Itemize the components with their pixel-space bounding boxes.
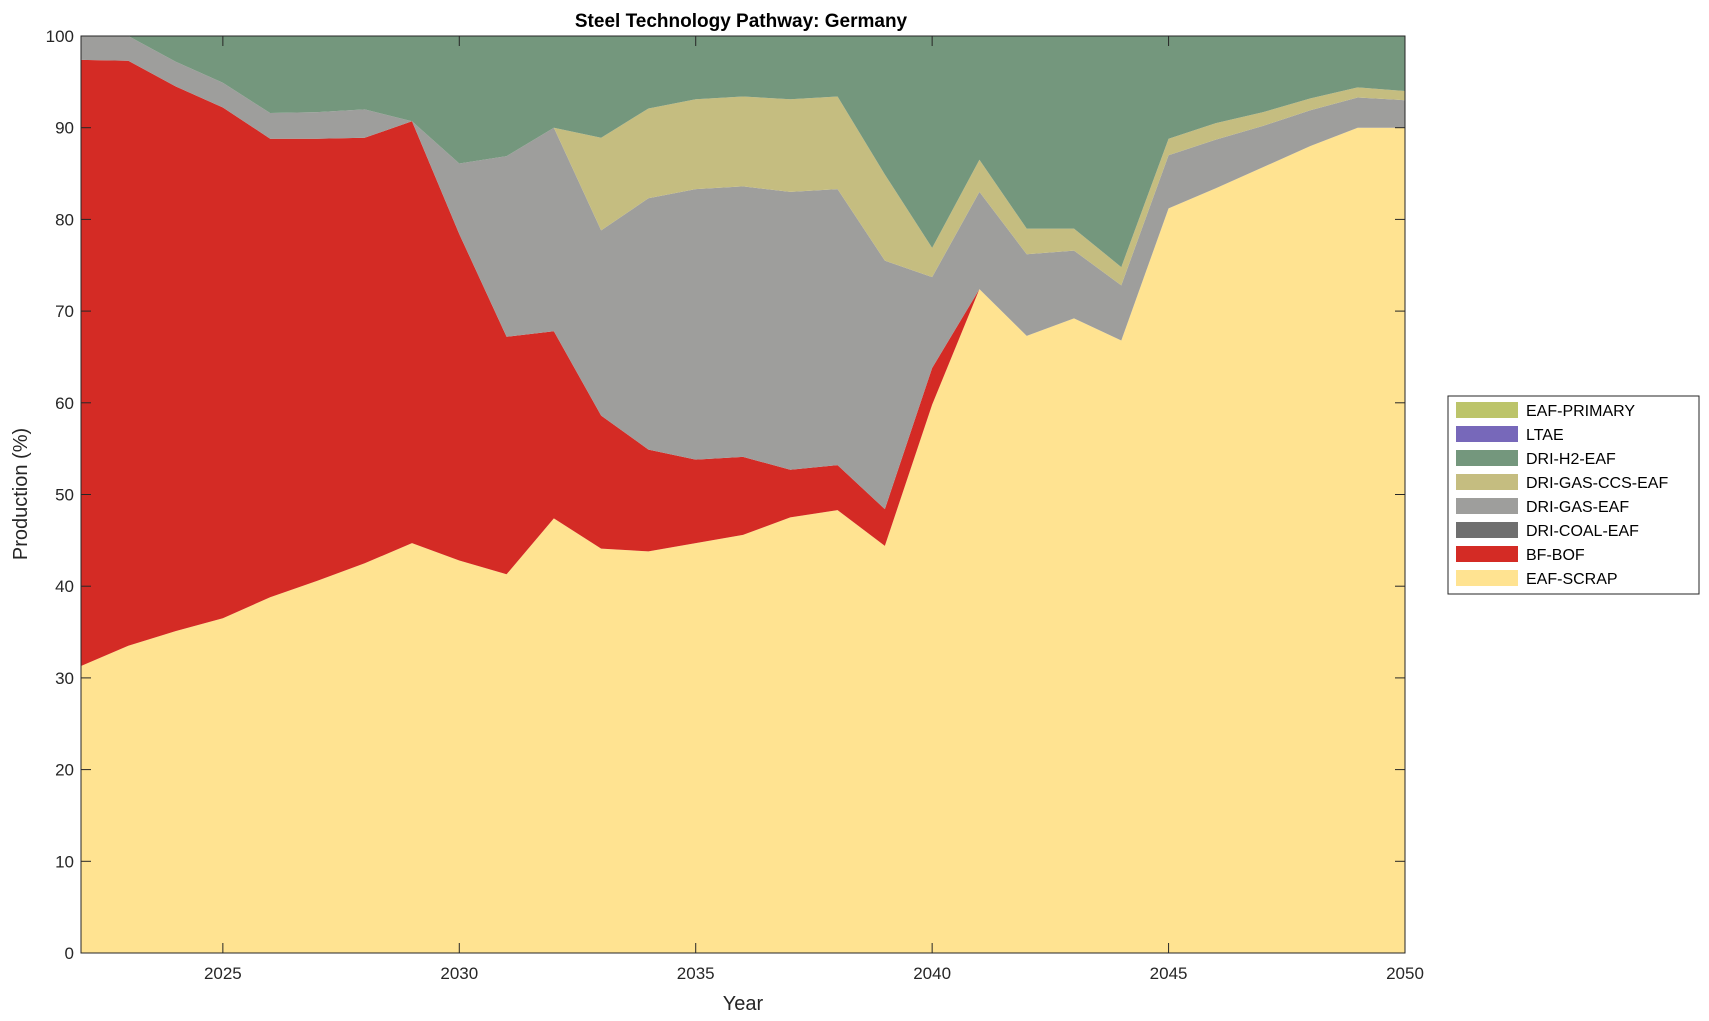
legend: EAF-PRIMARY LTAE DRI-H2-EAF DRI-GAS-CCS-EAF… xyxy=(1447,395,1700,595)
legend-box xyxy=(1447,395,1700,595)
area-dri-h2-eaf xyxy=(81,36,1405,268)
y-tick-label: 60 xyxy=(55,394,74,413)
x-tick-label: 2045 xyxy=(1150,964,1188,983)
y-axis: 0 10 20 30 40 50 60 70 80 90 100 xyxy=(46,27,1405,963)
legend-swatch-dri-coal-eaf xyxy=(1456,522,1518,538)
y-tick-label: 20 xyxy=(55,761,74,780)
legend-label-dri-gas-ccs-eaf: DRI-GAS-CCS-EAF xyxy=(1526,475,1668,492)
area-bf-bof xyxy=(81,59,1405,666)
legend-swatch-bf-bof xyxy=(1456,546,1518,562)
legend-label-eaf-scrap: EAF-SCRAP xyxy=(1526,571,1618,588)
y-tick-label: 90 xyxy=(55,119,74,138)
area-dri-gas-ccs-eaf xyxy=(81,36,1405,286)
legend-label-dri-coal-eaf: DRI-COAL-EAF xyxy=(1526,523,1639,540)
x-axis: 2025 2030 2035 2040 2045 2050 xyxy=(204,36,1424,983)
area-dri-gas-eaf xyxy=(81,36,1405,510)
x-tick-label: 2035 xyxy=(677,964,715,983)
legend-label-ltae: LTAE xyxy=(1526,427,1564,444)
chart-title: Steel Technology Pathway: Germany xyxy=(575,11,908,32)
x-tick-label: 2050 xyxy=(1386,964,1424,983)
x-tick-label: 2030 xyxy=(440,964,478,983)
legend-swatch-dri-gas-eaf xyxy=(1456,498,1518,514)
area-eaf-scrap xyxy=(81,127,1405,953)
legend-label-dri-gas-eaf: DRI-GAS-EAF xyxy=(1526,499,1629,516)
legend-swatch-dri-h2-eaf xyxy=(1456,450,1518,466)
x-tick-label: 2040 xyxy=(913,964,951,983)
y-tick-label: 50 xyxy=(55,486,74,505)
x-tick-label: 2025 xyxy=(204,964,242,983)
y-tick-label: 70 xyxy=(55,302,74,321)
y-axis-label: Production (%) xyxy=(10,428,32,560)
x-axis-label: Year xyxy=(723,993,764,1015)
y-tick-label: 0 xyxy=(65,944,74,963)
y-tick-label: 10 xyxy=(55,852,74,871)
legend-swatch-eaf-primary xyxy=(1456,402,1518,418)
legend-label-eaf-primary: EAF-PRIMARY xyxy=(1526,403,1635,420)
area-series-group xyxy=(81,36,1405,953)
legend-swatch-ltae xyxy=(1456,426,1518,442)
y-tick-label: 100 xyxy=(46,27,74,46)
y-tick-label: 30 xyxy=(55,669,74,688)
y-tick-label: 80 xyxy=(55,210,74,229)
legend-swatch-eaf-scrap xyxy=(1456,570,1518,586)
legend-label-bf-bof: BF-BOF xyxy=(1526,547,1585,564)
legend-label-dri-h2-eaf: DRI-H2-EAF xyxy=(1526,451,1616,468)
legend-swatch-dri-gas-ccs-eaf xyxy=(1456,474,1518,490)
y-tick-label: 40 xyxy=(55,577,74,596)
